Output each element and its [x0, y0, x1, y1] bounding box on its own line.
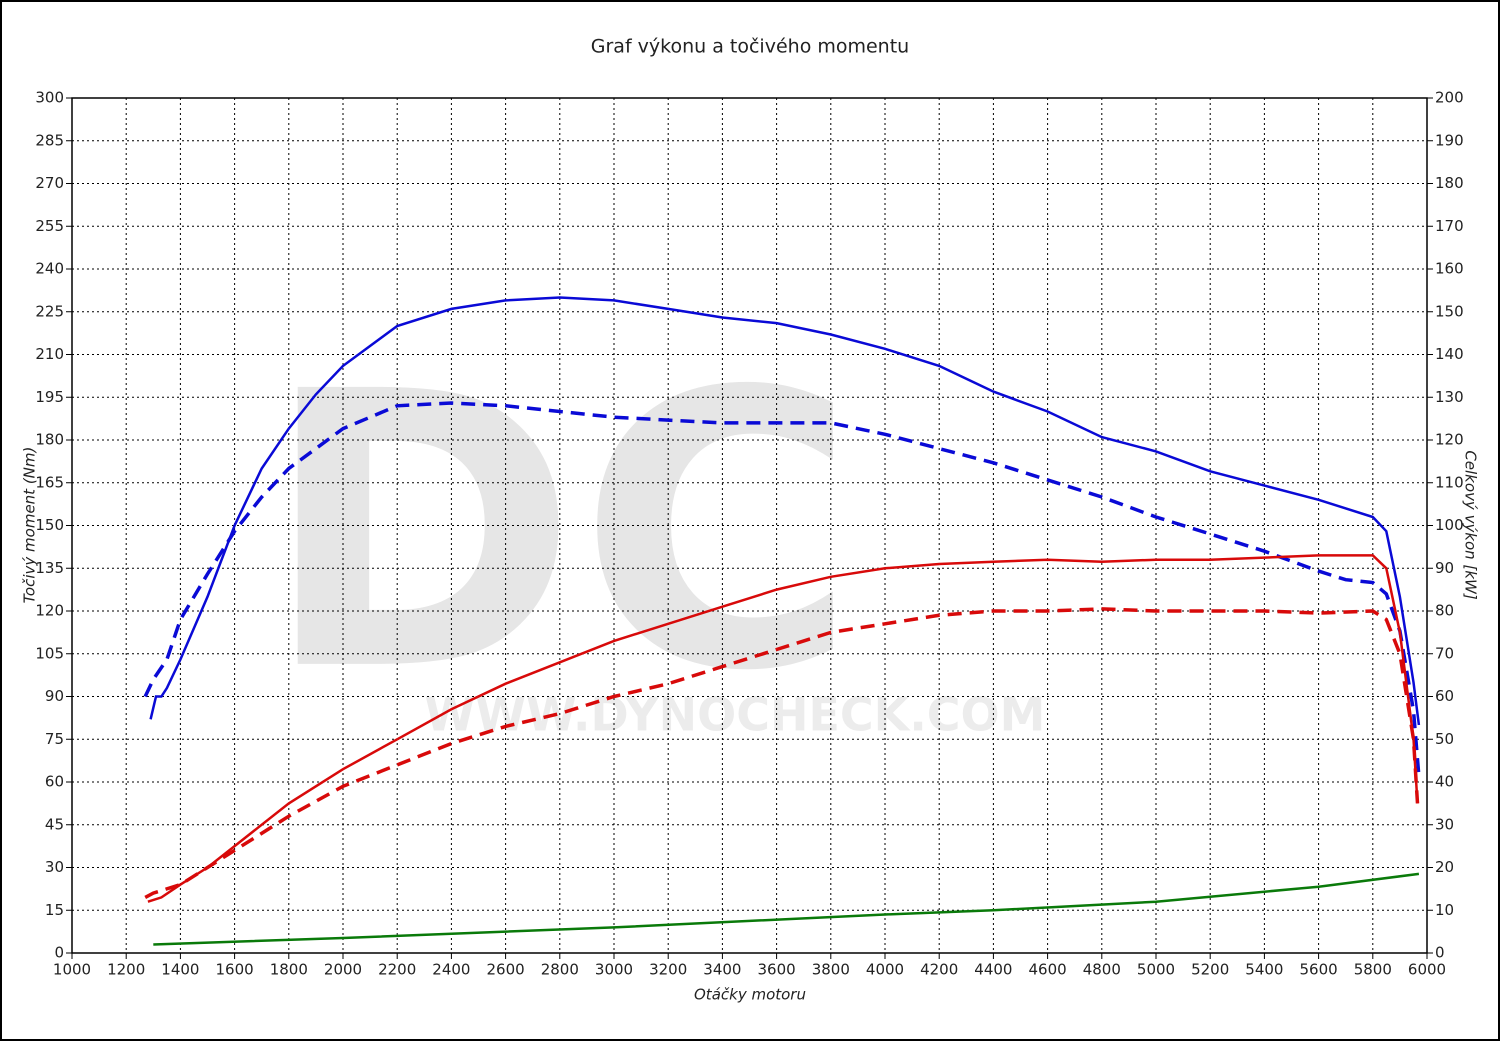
x-tick-label: 5000: [1137, 961, 1175, 979]
series-line: [144, 607, 1420, 899]
x-tick-label: 1800: [270, 961, 308, 979]
x-tick-label: 5200: [1191, 961, 1229, 979]
x-tick-label: 4200: [920, 961, 958, 979]
x-tick-label: 4600: [1029, 961, 1067, 979]
y-tick-label: 30: [45, 858, 64, 876]
y2-tick-label: 200: [1435, 89, 1464, 107]
x-tick-label: 1000: [53, 961, 91, 979]
y-axis-label: Točivý moment (Nm): [21, 447, 39, 604]
x-tick-label: 2800: [541, 961, 579, 979]
series-line: [143, 401, 1421, 777]
y-tick-label: 45: [45, 815, 64, 833]
x-tick-label: 4000: [866, 961, 904, 979]
y2-tick-label: 140: [1435, 345, 1464, 363]
y2-tick-label: 110: [1435, 473, 1464, 491]
y-tick-label: 285: [35, 131, 64, 149]
y-tick-label: 300: [35, 89, 64, 107]
chart-title: Graf výkonu a točivého momentu: [591, 36, 909, 58]
y-tick-label: 0: [54, 944, 64, 962]
y-tick-label: 90: [45, 687, 64, 705]
y-tick-label: 165: [35, 473, 64, 491]
y2-tick-label: 80: [1435, 602, 1454, 620]
y2-tick-label: 130: [1435, 388, 1464, 406]
x-tick-label: 1200: [107, 961, 145, 979]
x-tick-label: 3200: [649, 961, 687, 979]
x-tick-label: 5800: [1354, 961, 1392, 979]
y-tick-label: 210: [35, 345, 64, 363]
x-tick-label: 3400: [703, 961, 741, 979]
y2-tick-label: 60: [1435, 687, 1454, 705]
y-tick-label: 225: [35, 302, 64, 320]
x-tick-label: 3000: [595, 961, 633, 979]
plot-border: [71, 97, 1428, 954]
x-tick-label: 4400: [974, 961, 1012, 979]
x-tick-label: 4800: [1083, 961, 1121, 979]
series-line: [153, 872, 1420, 946]
x-tick-label: 1400: [161, 961, 199, 979]
x-axis-label: Otáčky motoru: [694, 986, 806, 1004]
y-tick-label: 195: [35, 388, 64, 406]
y-tick-label: 270: [35, 174, 64, 192]
x-tick-label: 5400: [1245, 961, 1283, 979]
y2-tick-label: 20: [1435, 858, 1454, 876]
x-tick-label: 3800: [812, 961, 850, 979]
y2-tick-label: 40: [1435, 773, 1454, 791]
y2-tick-label: 120: [1435, 431, 1464, 449]
y-tick-label: 60: [45, 773, 64, 791]
series-line: [149, 296, 1421, 726]
y-tick-label: 240: [35, 260, 64, 278]
y2-tick-label: 150: [1435, 302, 1464, 320]
y2-tick-label: 50: [1435, 730, 1454, 748]
y2-tick-label: 100: [1435, 516, 1464, 534]
y2-tick-label: 180: [1435, 174, 1464, 192]
x-tick-label: 2200: [378, 961, 416, 979]
x-tick-label: 3600: [758, 961, 796, 979]
y2-tick-label: 70: [1435, 644, 1454, 662]
y-tick-label: 105: [35, 644, 64, 662]
y2-tick-label: 190: [1435, 131, 1464, 149]
y-tick-label: 150: [35, 516, 64, 534]
y-tick-label: 75: [45, 730, 64, 748]
y2-tick-label: 10: [1435, 901, 1454, 919]
x-tick-label: 6000: [1408, 961, 1446, 979]
x-tick-label: 2400: [432, 961, 470, 979]
y-tick-label: 180: [35, 431, 64, 449]
x-tick-label: 2600: [487, 961, 525, 979]
y2-tick-label: 90: [1435, 559, 1454, 577]
x-tick-label: 2000: [324, 961, 362, 979]
x-tick-label: 5600: [1300, 961, 1338, 979]
x-tick-label: 1600: [216, 961, 254, 979]
y2-axis-label: Celkový výkon [kW]: [1462, 450, 1480, 600]
watermark-url: WWW.DYNOCHECK.COM: [425, 688, 1046, 742]
y2-tick-label: 170: [1435, 217, 1464, 235]
y-tick-label: 255: [35, 217, 64, 235]
y-tick-label: 135: [35, 559, 64, 577]
y2-tick-label: 0: [1435, 944, 1445, 962]
y2-tick-label: 160: [1435, 260, 1464, 278]
series-line: [147, 554, 1419, 903]
y-tick-label: 15: [45, 901, 64, 919]
y2-tick-label: 30: [1435, 815, 1454, 833]
y-tick-label: 120: [35, 602, 64, 620]
